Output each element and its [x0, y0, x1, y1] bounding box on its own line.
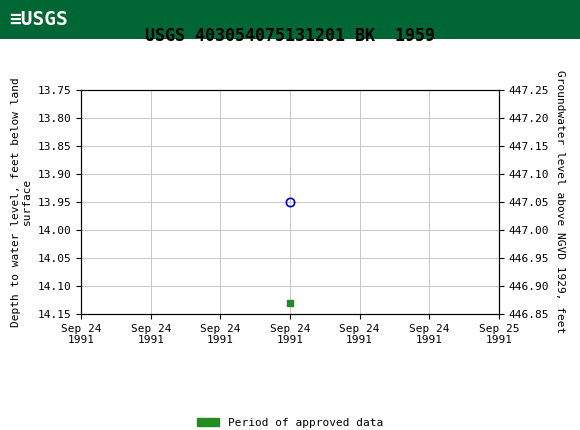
Text: USGS 403054075131201 BK  1959: USGS 403054075131201 BK 1959 — [145, 27, 435, 45]
Text: ≡USGS: ≡USGS — [9, 10, 67, 29]
Legend: Period of approved data: Period of approved data — [193, 414, 387, 430]
Y-axis label: Groundwater level above NGVD 1929, feet: Groundwater level above NGVD 1929, feet — [554, 70, 564, 333]
Y-axis label: Depth to water level, feet below land
surface: Depth to water level, feet below land su… — [10, 77, 32, 327]
